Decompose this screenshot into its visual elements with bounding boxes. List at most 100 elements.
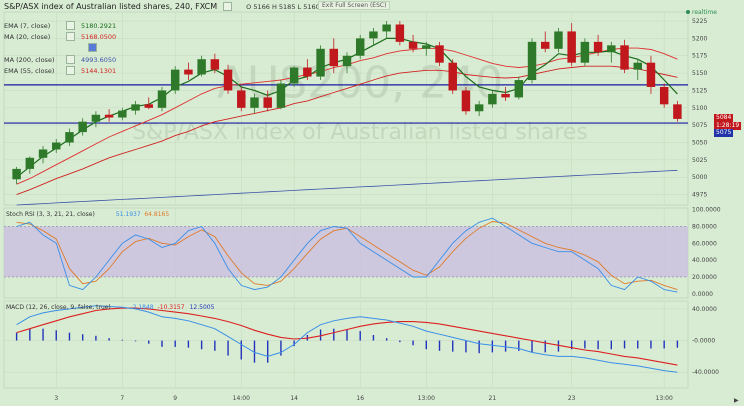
legend-label: EMA (55, close) <box>4 66 55 75</box>
candle-body <box>316 48 325 77</box>
x-tick-label: 13:00 <box>418 395 435 402</box>
legend-row[interactable]: EMA (55, close) 5144.1301 <box>4 66 116 75</box>
candle-body <box>395 24 405 42</box>
legend-settings-button[interactable] <box>66 32 75 41</box>
macd-label-value: 2.1848 <box>133 304 154 311</box>
price-axis-label: 5050 <box>692 140 707 147</box>
candle-body <box>65 132 74 143</box>
ema55-line <box>16 65 678 196</box>
rsi-label-value: 64.8165 <box>144 211 169 218</box>
candle-body <box>527 41 537 81</box>
rsi-axis-label: 100.0000 <box>692 207 721 214</box>
legend-settings-button[interactable] <box>66 55 75 64</box>
exit-fullscreen-button[interactable]: Exit Full Screen (ESC) <box>318 1 391 10</box>
realtime-label: realtime <box>692 9 717 16</box>
legend-settings-button[interactable] <box>66 21 75 30</box>
x-tick-label: 23 <box>568 395 576 402</box>
x-tick-label: 7 <box>120 395 124 402</box>
legend-label: MA (20, close) <box>4 32 51 41</box>
legend-row-placeholder[interactable] <box>4 43 97 52</box>
candle-body <box>382 24 391 32</box>
candle-body <box>448 62 457 91</box>
legend-value: 5144.1301 <box>81 66 117 75</box>
candle-body <box>593 41 603 53</box>
candle-body <box>12 168 21 180</box>
candle-body <box>633 62 642 70</box>
candle-body <box>157 90 167 108</box>
candle-body <box>38 149 48 158</box>
legend-label: MA (200, close) <box>4 55 55 64</box>
candle-body <box>223 69 233 91</box>
price-axis-label: 5225 <box>692 18 707 25</box>
price-tag: 1:28:19 <box>714 121 742 130</box>
scroll-right-icon[interactable]: ▶ <box>734 397 739 404</box>
candle-body <box>184 69 193 75</box>
candle-body <box>197 59 206 75</box>
candle-body <box>620 45 629 70</box>
price-axis-label: 5175 <box>692 53 707 60</box>
candle-body <box>342 55 352 67</box>
rsi-band <box>4 226 688 277</box>
candle-body <box>131 104 140 111</box>
rsi-k-line <box>16 217 678 293</box>
candle-body <box>646 62 656 87</box>
realtime-indicator: realtime <box>686 9 717 16</box>
x-tick-label: 14:00 <box>233 395 250 402</box>
candle-body <box>276 83 286 108</box>
candle-body <box>580 41 590 63</box>
x-tick-label: 13:00 <box>656 395 673 402</box>
legend-row[interactable]: MA (200, close) 4993.6050 <box>4 55 116 64</box>
candle-body <box>567 31 576 63</box>
price-axis-label: 4975 <box>692 192 707 199</box>
candle-body <box>78 121 87 133</box>
candle-body <box>25 157 35 169</box>
x-tick-label: 16 <box>356 395 364 402</box>
candle-body <box>554 31 563 49</box>
ma200-line <box>16 169 678 206</box>
price-axis-label: 5125 <box>692 87 707 94</box>
macd-axis-label: 40.0000 <box>692 306 717 313</box>
price-tag: 5084 <box>714 113 734 122</box>
candle-body <box>250 97 259 108</box>
candle-body <box>170 69 180 91</box>
legend-label: EMA (7, close) <box>4 21 51 30</box>
chart-title: S&P/ASX index of Australian listed share… <box>4 2 218 11</box>
macd-axis-label: -40.0000 <box>692 369 719 376</box>
legend-settings-button[interactable] <box>66 66 75 75</box>
rsi-axis-label: 80.0000 <box>692 224 717 231</box>
x-tick-label: 21 <box>489 395 497 402</box>
candle-body <box>408 41 418 49</box>
candle-body <box>355 38 365 56</box>
macd-label-value: 12.5005 <box>190 304 215 311</box>
status-dot-icon <box>686 10 690 14</box>
rsi-label: Stoch RSI (3, 3, 21, 21, close) <box>6 211 95 218</box>
settings-button[interactable] <box>223 2 233 11</box>
candle-body <box>329 48 339 67</box>
candle-body <box>514 80 524 98</box>
legend-value: 4993.6050 <box>81 55 117 64</box>
watermark-name: S&P/ASX index of Australian listed share… <box>132 120 588 145</box>
legend-row[interactable]: MA (20, close) 5168.0500 <box>4 32 116 41</box>
candle-body <box>118 110 127 118</box>
candle-body <box>422 45 431 49</box>
rsi-axis-label: 60.0000 <box>692 240 717 247</box>
candle-body <box>104 114 114 118</box>
candle-body <box>263 97 272 108</box>
legend-value: 5168.0500 <box>81 32 117 41</box>
candle-body <box>369 31 378 39</box>
candle-body <box>289 67 299 84</box>
candle-body <box>144 104 153 108</box>
rsi-axis-label: 40.0000 <box>692 257 717 264</box>
legend-toggle-button[interactable] <box>88 43 97 52</box>
candle-body <box>607 45 616 53</box>
watermark-symbol: AUS200, 240 <box>217 57 503 108</box>
chart-title-bar: S&P/ASX index of Australian listed share… <box>4 2 345 11</box>
candle-body <box>303 67 312 77</box>
candle-body <box>91 114 101 122</box>
legend-row[interactable]: EMA (7, close) 5180.2921 <box>4 21 116 30</box>
candle-body <box>461 90 471 112</box>
price-axis-label: 5075 <box>692 122 707 129</box>
candle-body <box>541 41 550 49</box>
pane-frame-2 <box>3 300 689 389</box>
